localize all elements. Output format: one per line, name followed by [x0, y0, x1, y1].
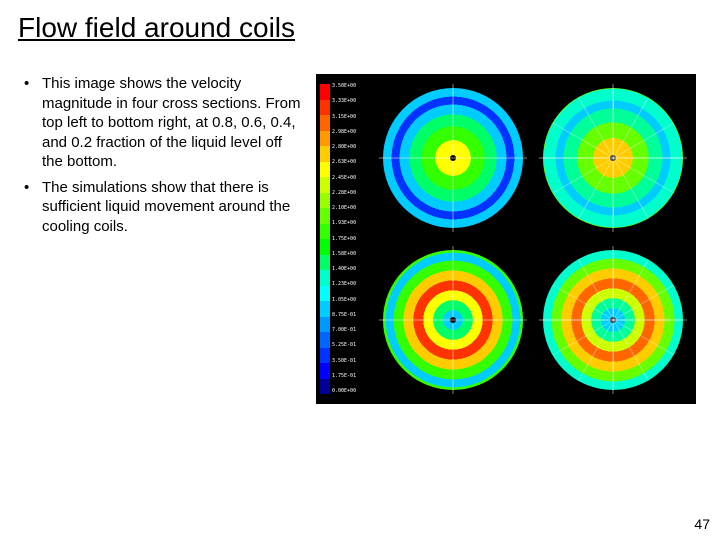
legend-tick-label: 2.63E+00 — [332, 160, 372, 165]
legend-tick-label: 1.23E+00 — [332, 282, 372, 287]
page-title: Flow field around coils — [0, 0, 720, 44]
legend-segment — [320, 224, 330, 240]
legend-segment — [320, 239, 330, 255]
legend-segment — [320, 84, 330, 100]
legend-tick-label: 3.50E+00 — [332, 84, 372, 89]
spoke-line — [614, 320, 684, 321]
spoke-line — [613, 88, 614, 158]
spoke-line — [613, 320, 614, 390]
text-column: This image shows the velocity magnitude … — [16, 74, 316, 404]
legend-tick-label: 1.40E+00 — [332, 267, 372, 272]
legend-segment — [320, 131, 330, 147]
spoke-line — [613, 97, 649, 158]
legend-tick-label: 2.45E+00 — [332, 176, 372, 181]
legend-segment — [320, 177, 330, 193]
legend-tick-label: 2.98E+00 — [332, 130, 372, 135]
center-marker — [450, 155, 456, 161]
velocity-disk — [383, 250, 523, 390]
bullet-list: This image shows the velocity magnitude … — [16, 74, 306, 236]
legend-tick-label: 1.75E+00 — [332, 237, 372, 242]
figure-column: 3.50E+00 3.33E+00 3.15E+00 2.98E+00 2.80E+00… — [316, 74, 710, 404]
legend-segment — [320, 100, 330, 116]
baffle-spokes — [543, 88, 683, 228]
legend-segment — [320, 270, 330, 286]
legend-tick-label: 1.93E+00 — [332, 221, 372, 226]
legend-segment — [320, 115, 330, 131]
legend-tick-label: 0.00E+00 — [332, 389, 372, 394]
legend-tick-label: 1.05E+00 — [332, 298, 372, 303]
legend-segment — [320, 332, 330, 348]
legend-segment — [320, 317, 330, 333]
spoke-line — [553, 285, 614, 321]
velocity-disk — [383, 88, 523, 228]
velocity-disk — [543, 250, 683, 390]
legend-tick-label: 7.00E-01 — [332, 328, 372, 333]
legend-tick-label: 3.33E+00 — [332, 99, 372, 104]
legend-segment — [320, 301, 330, 317]
legend-segment — [320, 162, 330, 178]
legend-segment — [320, 208, 330, 224]
legend-tick-label: 3.15E+00 — [332, 115, 372, 120]
legend-tick-label: 2.80E+00 — [332, 145, 372, 150]
cross-section-grid — [376, 80, 690, 398]
spoke-line — [613, 250, 614, 320]
spoke-line — [544, 320, 614, 321]
spoke-line — [613, 259, 649, 320]
legend-colorbar — [320, 84, 330, 394]
legend-segment — [320, 255, 330, 271]
spoke-line — [614, 158, 684, 159]
legend-tick-label: 3.50E-01 — [332, 359, 372, 364]
baffle-spokes — [543, 250, 683, 390]
cross-section-br — [536, 242, 690, 398]
cross-section-tl — [376, 80, 530, 236]
legend-tick-label: 2.28E+00 — [332, 191, 372, 196]
spoke-line — [553, 320, 614, 356]
legend-segment — [320, 379, 330, 395]
cross-section-tr — [536, 80, 690, 236]
legend-tick-label: 8.75E-01 — [332, 313, 372, 318]
spoke-line — [544, 158, 614, 159]
legend-tick-label: 2.10E+00 — [332, 206, 372, 211]
bullet-item: The simulations show that there is suffi… — [16, 178, 306, 237]
spoke-line — [578, 259, 614, 320]
page-number: 47 — [694, 516, 710, 532]
legend-tick-label: 1.75E-01 — [332, 374, 372, 379]
legend-segment — [320, 348, 330, 364]
bullet-item: This image shows the velocity magnitude … — [16, 74, 306, 172]
center-marker — [450, 317, 456, 323]
spoke-line — [578, 97, 614, 158]
cross-section-bl — [376, 242, 530, 398]
cfd-panel: 3.50E+00 3.33E+00 3.15E+00 2.98E+00 2.80E+00… — [316, 74, 696, 404]
spoke-line — [553, 158, 614, 194]
color-legend: 3.50E+00 3.33E+00 3.15E+00 2.98E+00 2.80E+00… — [320, 84, 372, 394]
legend-labels: 3.50E+00 3.33E+00 3.15E+00 2.98E+00 2.80E+00… — [330, 84, 372, 394]
spoke-line — [613, 158, 614, 228]
legend-segment — [320, 193, 330, 209]
legend-segment — [320, 363, 330, 379]
legend-tick-label: 1.58E+00 — [332, 252, 372, 257]
velocity-disk — [543, 88, 683, 228]
legend-tick-label: 5.25E-01 — [332, 343, 372, 348]
legend-segment — [320, 146, 330, 162]
spoke-line — [553, 123, 614, 159]
content-row: This image shows the velocity magnitude … — [0, 44, 720, 404]
legend-segment — [320, 286, 330, 302]
